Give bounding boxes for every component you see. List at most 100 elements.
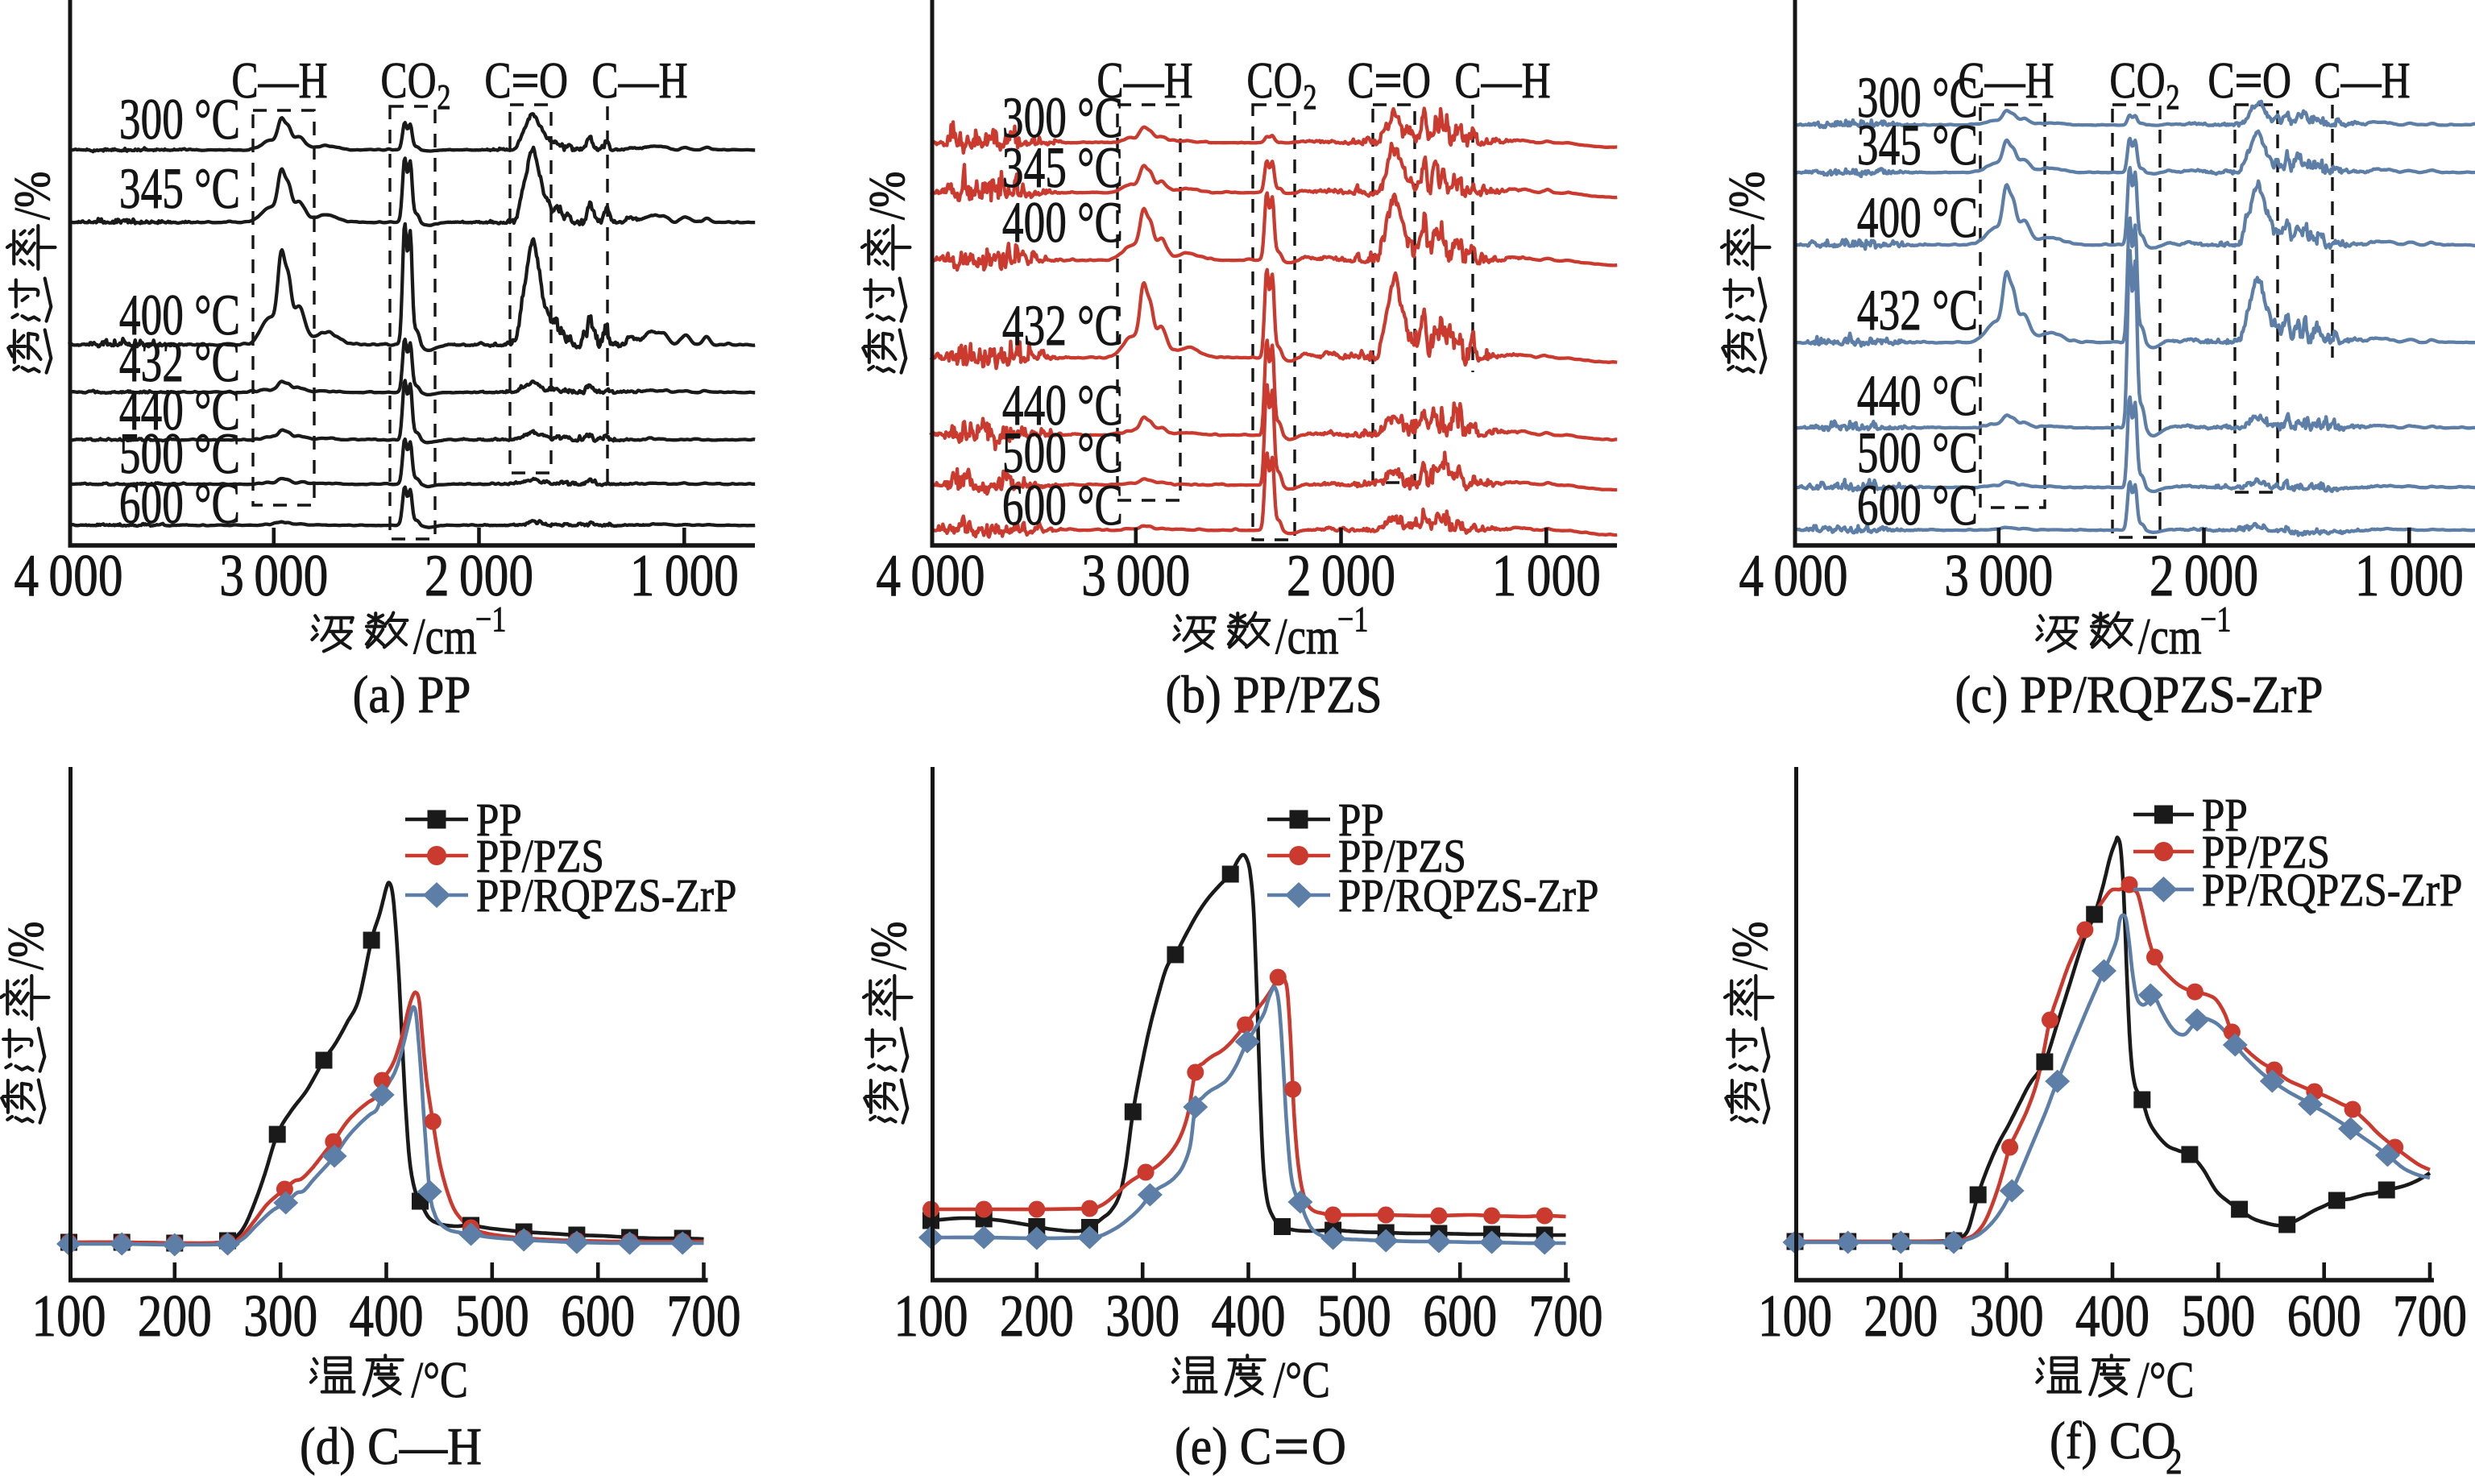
svg-text:200: 200 [1000, 1283, 1074, 1349]
svg-text:(e) C: (e) C [1175, 1416, 1271, 1476]
svg-text:600: 600 [1423, 1283, 1497, 1349]
svg-text:4 000: 4 000 [876, 542, 985, 609]
svg-text:C: C [1347, 52, 1374, 109]
svg-text:/°C: /°C [1274, 1351, 1331, 1408]
svg-text:C—H: C—H [1097, 52, 1192, 109]
svg-text:/°C: /°C [412, 1351, 469, 1408]
svg-text:2 000: 2 000 [1287, 542, 1395, 609]
svg-text:PP: PP [1338, 794, 1384, 846]
svg-text:/%: /% [858, 172, 915, 220]
svg-text:500 °C: 500 °C [1002, 421, 1123, 485]
svg-text:500 °C: 500 °C [1857, 421, 1978, 485]
svg-text:/cm: /cm [2138, 607, 2202, 665]
svg-text:2: 2 [1303, 77, 1316, 117]
svg-text:2: 2 [2166, 77, 2179, 117]
svg-text:PP/RQPZS-ZrP: PP/RQPZS-ZrP [476, 869, 736, 922]
svg-text:O: O [539, 52, 568, 109]
svg-text:3 000: 3 000 [219, 542, 328, 609]
svg-text:432 °C: 432 °C [119, 330, 240, 394]
svg-text:PP/RQPZS-ZrP: PP/RQPZS-ZrP [1338, 869, 1598, 922]
svg-text:200: 200 [1864, 1283, 1938, 1349]
svg-text:2: 2 [437, 77, 450, 117]
svg-text:1 000: 1 000 [1492, 542, 1601, 609]
svg-text:345 °C: 345 °C [1002, 135, 1123, 200]
svg-text:2 000: 2 000 [425, 542, 533, 609]
svg-text:400: 400 [2075, 1283, 2150, 1349]
svg-text:4 000: 4 000 [1739, 542, 1847, 609]
svg-text:PP: PP [2202, 789, 2248, 841]
svg-text:300 °C: 300 °C [1002, 85, 1123, 150]
svg-text:C: C [484, 52, 511, 109]
svg-text:432 °C: 432 °C [1857, 278, 1978, 342]
svg-text:C—H: C—H [1454, 52, 1550, 109]
svg-text:O: O [1312, 1416, 1346, 1476]
svg-text:600 °C: 600 °C [119, 471, 240, 536]
svg-text:4 000: 4 000 [14, 542, 122, 609]
svg-text:200: 200 [138, 1283, 212, 1349]
svg-text:400 °C: 400 °C [1002, 190, 1123, 255]
svg-text:/cm: /cm [1275, 607, 1339, 665]
svg-text:2: 2 [2166, 1441, 2183, 1482]
svg-text:500 °C: 500 °C [119, 421, 240, 486]
svg-text:C—H: C—H [1958, 52, 2054, 109]
svg-text:C—H: C—H [591, 52, 687, 109]
svg-text:CO: CO [2109, 52, 2165, 109]
svg-text:400: 400 [1211, 1283, 1285, 1349]
svg-text:/%: /% [0, 922, 54, 970]
svg-text:PP/PZS: PP/PZS [1338, 830, 1466, 882]
svg-text:PP/RQPZS-ZrP: PP/RQPZS-ZrP [2202, 864, 2462, 916]
svg-text:300: 300 [243, 1283, 317, 1349]
svg-text:O: O [2262, 52, 2291, 109]
svg-text:O: O [1402, 52, 1431, 109]
svg-text:(d) C—H: (d) C—H [300, 1416, 482, 1476]
svg-text:440 °C: 440 °C [1857, 363, 1978, 428]
svg-text:300 °C: 300 °C [119, 87, 240, 151]
svg-text:700: 700 [2393, 1283, 2467, 1349]
svg-text:700: 700 [666, 1283, 740, 1349]
svg-text:100: 100 [893, 1283, 968, 1349]
svg-text:/%: /% [1718, 172, 1775, 220]
svg-text:345 °C: 345 °C [1857, 113, 1978, 177]
svg-text:1 000: 1 000 [630, 542, 739, 609]
svg-text:CO: CO [380, 52, 436, 109]
svg-text:440 °C: 440 °C [119, 378, 240, 442]
svg-text:/°C: /°C [2137, 1351, 2195, 1408]
svg-text:500: 500 [2181, 1283, 2255, 1349]
svg-text:600 °C: 600 °C [1857, 473, 1978, 537]
svg-text:432 °C: 432 °C [1002, 293, 1123, 358]
svg-text:2 000: 2 000 [2150, 542, 2258, 609]
svg-text:3 000: 3 000 [1081, 542, 1190, 609]
svg-text:600: 600 [561, 1283, 635, 1349]
svg-text:500: 500 [455, 1283, 529, 1349]
svg-text:PP: PP [476, 794, 522, 846]
svg-text:400: 400 [349, 1283, 423, 1349]
svg-text:(c) PP/RQPZS-ZrP: (c) PP/RQPZS-ZrP [1955, 665, 2324, 724]
svg-text:400 °C: 400 °C [119, 283, 240, 347]
svg-text:−1: −1 [475, 599, 506, 639]
svg-text:500: 500 [1317, 1283, 1391, 1349]
svg-text:(b) PP/PZS: (b) PP/PZS [1166, 665, 1383, 724]
svg-text:600: 600 [2287, 1283, 2361, 1349]
svg-text:C—H: C—H [2314, 52, 2410, 109]
svg-text:/cm: /cm [413, 607, 477, 665]
svg-text:300: 300 [1105, 1283, 1179, 1349]
svg-text:600 °C: 600 °C [1002, 473, 1123, 537]
svg-text:PP/PZS: PP/PZS [476, 830, 604, 882]
svg-text:300: 300 [1970, 1283, 2044, 1349]
svg-text:PP/PZS: PP/PZS [2202, 826, 2330, 878]
svg-text:−1: −1 [1337, 599, 1368, 639]
svg-text:/%: /% [1721, 922, 1778, 970]
svg-text:100: 100 [31, 1283, 106, 1349]
svg-text:400 °C: 400 °C [1857, 185, 1978, 250]
svg-text:(f) CO: (f) CO [2050, 1411, 2176, 1470]
svg-text:CO: CO [1246, 52, 1302, 109]
svg-text:/%: /% [860, 922, 917, 970]
svg-text:345 °C: 345 °C [119, 156, 240, 221]
svg-text:3 000: 3 000 [1944, 542, 2053, 609]
svg-text:C: C [2208, 52, 2234, 109]
svg-text:C—H: C—H [231, 52, 327, 109]
svg-text:(a) PP: (a) PP [353, 665, 471, 724]
svg-text:100: 100 [1758, 1283, 1832, 1349]
svg-text:300 °C: 300 °C [1857, 65, 1978, 130]
svg-text:−1: −1 [2200, 599, 2231, 639]
